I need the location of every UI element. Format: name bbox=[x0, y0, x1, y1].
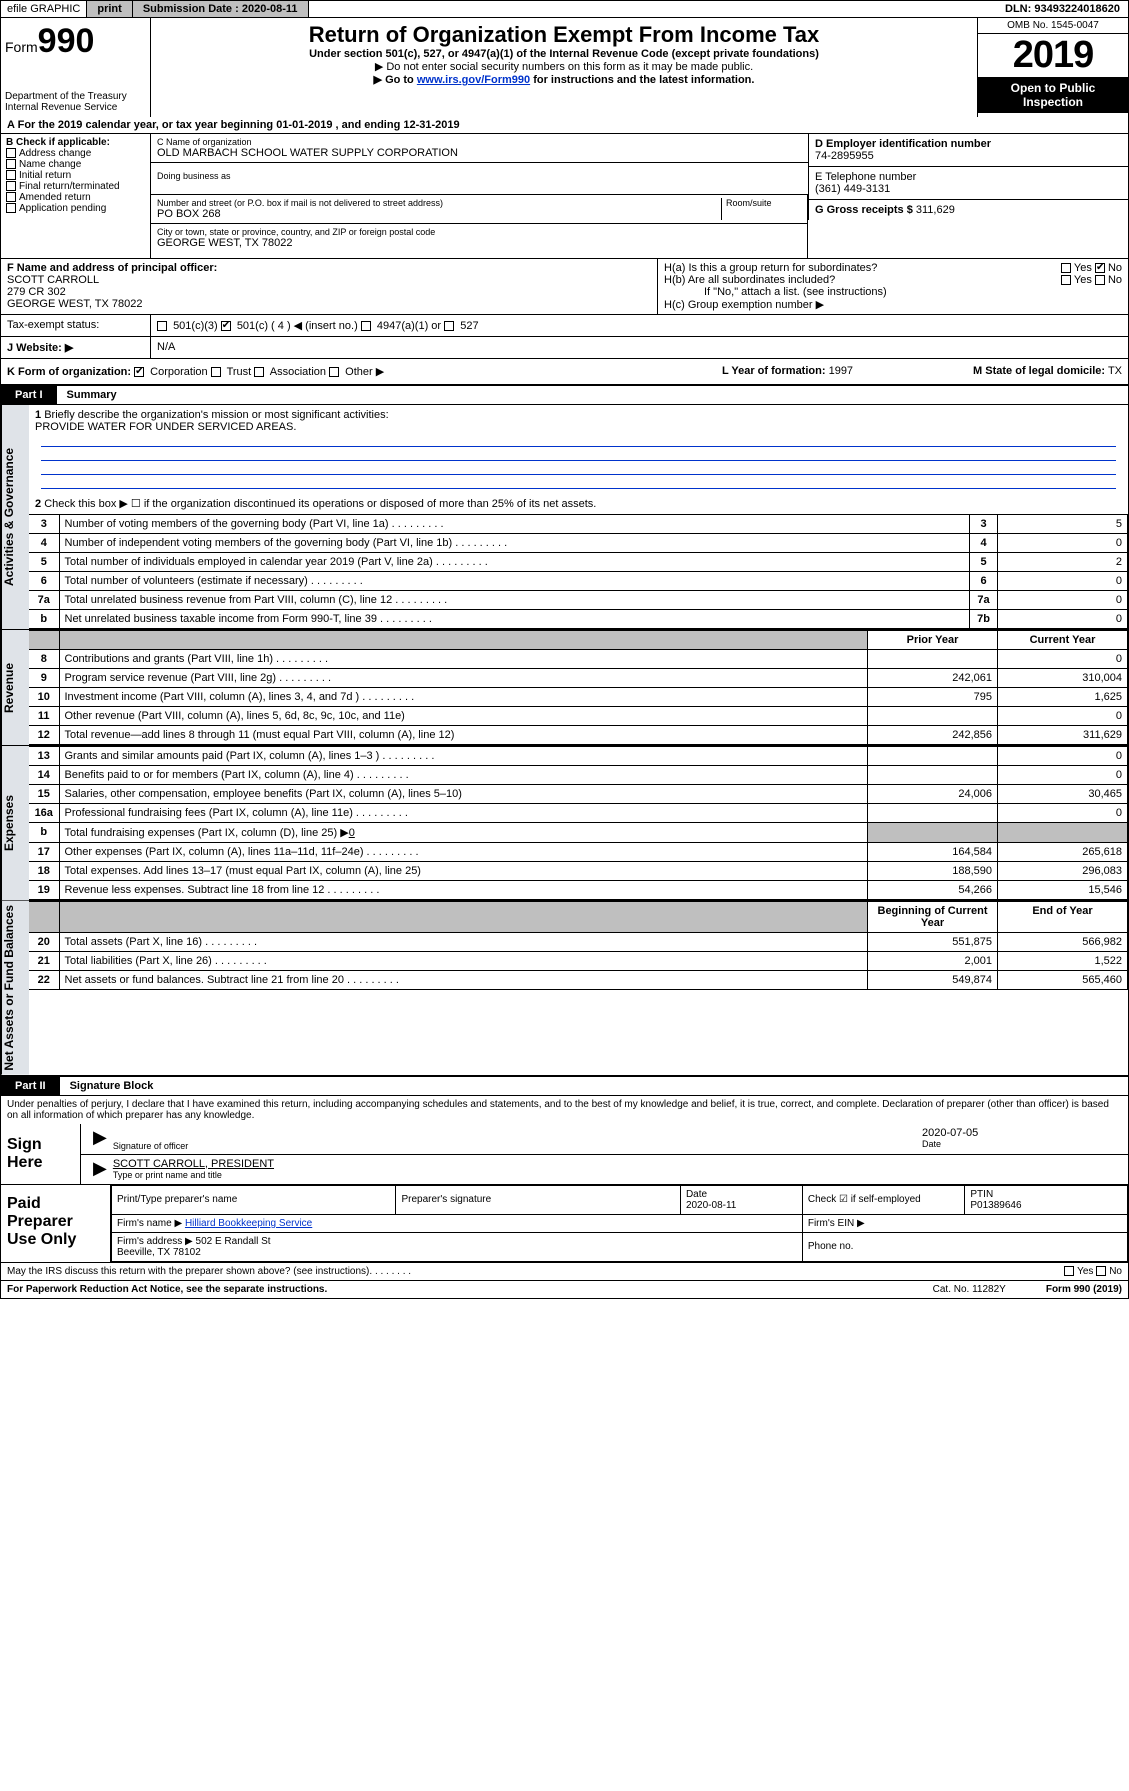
dept-label: Department of the Treasury bbox=[5, 91, 146, 102]
tax-year-row: A For the 2019 calendar year, or tax yea… bbox=[0, 117, 1129, 134]
tax-exempt-row: Tax-exempt status: 501(c)(3) 501(c) ( 4 … bbox=[0, 315, 1129, 337]
firm-link[interactable]: Hilliard Bookkeeping Service bbox=[185, 1218, 312, 1229]
vtab-revenue: Revenue bbox=[1, 630, 29, 745]
ein: 74-2895955 bbox=[815, 150, 1122, 162]
open-to-public: Open to Public Inspection bbox=[978, 77, 1128, 113]
org-name: OLD MARBACH SCHOOL WATER SUPPLY CORPORAT… bbox=[157, 147, 802, 159]
part-2-header: Part II Signature Block bbox=[0, 1076, 1129, 1096]
form990-link[interactable]: www.irs.gov/Form990 bbox=[417, 74, 530, 86]
top-bar: efile GRAPHIC print Submission Date : 20… bbox=[0, 0, 1129, 18]
sign-here-block: Sign Here ▶ Signature of officer 2020-07… bbox=[0, 1124, 1129, 1185]
efile-label: efile GRAPHIC bbox=[1, 1, 87, 17]
form-header: Form990 Department of the Treasury Inter… bbox=[0, 18, 1129, 117]
submission-date-button[interactable]: Submission Date : 2020-08-11 bbox=[133, 1, 309, 17]
vtab-governance: Activities & Governance bbox=[1, 405, 29, 629]
officer-group-row: F Name and address of principal officer:… bbox=[0, 259, 1129, 315]
check-if-applicable: B Check if applicable: Address change Na… bbox=[1, 134, 151, 258]
website-value: N/A bbox=[151, 337, 181, 358]
tax-year: 2019 bbox=[978, 34, 1128, 77]
irs-label: Internal Revenue Service bbox=[5, 102, 146, 113]
expenses-section: Expenses 13Grants and similar amounts pa… bbox=[0, 746, 1129, 901]
submission-date-value: 2020-08-11 bbox=[242, 3, 298, 15]
telephone: (361) 449-3131 bbox=[815, 183, 1122, 195]
vtab-net-assets: Net Assets or Fund Balances bbox=[1, 901, 29, 1075]
website-row: J Website: ▶ N/A bbox=[0, 337, 1129, 359]
city: GEORGE WEST, TX 78022 bbox=[157, 237, 801, 249]
form-title: Return of Organization Exempt From Incom… bbox=[157, 22, 971, 48]
gross-receipts: 311,629 bbox=[916, 204, 955, 216]
dln-label: DLN: 93493224018620 bbox=[997, 1, 1128, 17]
discuss-row: May the IRS discuss this return with the… bbox=[0, 1263, 1129, 1281]
dba-label: Doing business as bbox=[157, 171, 802, 181]
omb-number: OMB No. 1545-0047 bbox=[978, 18, 1128, 34]
footer-row: For Paperwork Reduction Act Notice, see … bbox=[0, 1281, 1129, 1299]
sub3: Go to www.irs.gov/Form990 for instructio… bbox=[157, 73, 971, 86]
paid-preparer-block: Paid Preparer Use Only Print/Type prepar… bbox=[0, 1185, 1129, 1263]
part-1-header: Part I Summary bbox=[0, 385, 1129, 405]
net-assets-section: Net Assets or Fund Balances Beginning of… bbox=[0, 901, 1129, 1076]
print-button[interactable]: print bbox=[87, 1, 132, 17]
submission-date-label: Submission Date : bbox=[143, 3, 239, 15]
sub1: Under section 501(c), 527, or 4947(a)(1)… bbox=[157, 48, 971, 60]
org-form-row: K Form of organization: Corporation Trus… bbox=[0, 359, 1129, 385]
street: PO BOX 268 bbox=[157, 208, 721, 220]
sub2: Do not enter social security numbers on … bbox=[157, 60, 971, 73]
vtab-expenses: Expenses bbox=[1, 746, 29, 900]
perjury-declaration: Under penalties of perjury, I declare th… bbox=[0, 1096, 1129, 1124]
revenue-section: Revenue Prior YearCurrent Year 8Contribu… bbox=[0, 630, 1129, 746]
form-990-label: Form990 bbox=[5, 22, 146, 61]
entity-block: B Check if applicable: Address change Na… bbox=[0, 134, 1129, 259]
activities-governance-section: Activities & Governance 1 Briefly descri… bbox=[0, 405, 1129, 630]
org-name-label: C Name of organization bbox=[157, 137, 802, 147]
